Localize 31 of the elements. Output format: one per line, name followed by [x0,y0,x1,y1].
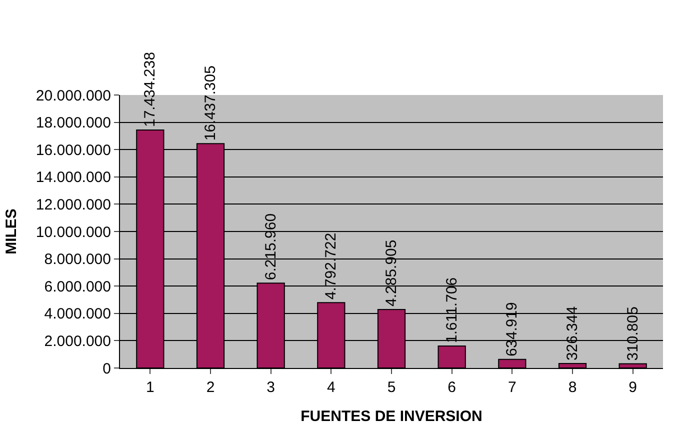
y-tick-label: 4.000.000 [44,306,111,323]
y-axis-title: MILES [3,208,20,254]
y-tick-label: 18.000.000 [36,114,111,132]
y-tick-label: 2.000.000 [44,332,111,350]
x-axis-title: FUENTES DE INVERSION [300,408,482,425]
x-tick-label: 7 [508,379,516,396]
data-label: 1.611.706 [443,277,460,343]
x-tick-label: 5 [387,379,396,396]
x-tick-label: 9 [628,379,637,396]
y-tick-label: 0 [102,360,111,378]
data-label: 4.285.905 [383,240,400,306]
y-tick-label: 10.000.000 [36,224,111,241]
x-tick-label: 1 [146,379,154,396]
y-tick-label: 12.000.000 [36,196,111,214]
data-label: 4.792.722 [322,232,340,300]
x-tick-label: 4 [327,379,336,396]
x-tick-label: 6 [448,379,456,396]
data-label: 634.919 [504,302,521,356]
y-tick-label: 14.000.000 [36,169,111,186]
data-label: 326.344 [564,306,582,361]
data-label: 17.434.238 [142,52,159,128]
data-label: 310.805 [624,306,642,361]
y-tick-label: 20.000.000 [36,87,111,104]
x-tick-label: 3 [266,379,275,396]
y-tick-label: 8.000.000 [44,251,111,268]
data-label: 6.215.960 [262,213,280,280]
y-tick-label: 16.000.000 [36,142,111,159]
data-label: 16.437.305 [202,66,220,141]
y-tick-label: 6.000.000 [44,278,111,296]
x-tick-label: 2 [206,379,215,396]
x-tick-label: 8 [568,379,577,396]
